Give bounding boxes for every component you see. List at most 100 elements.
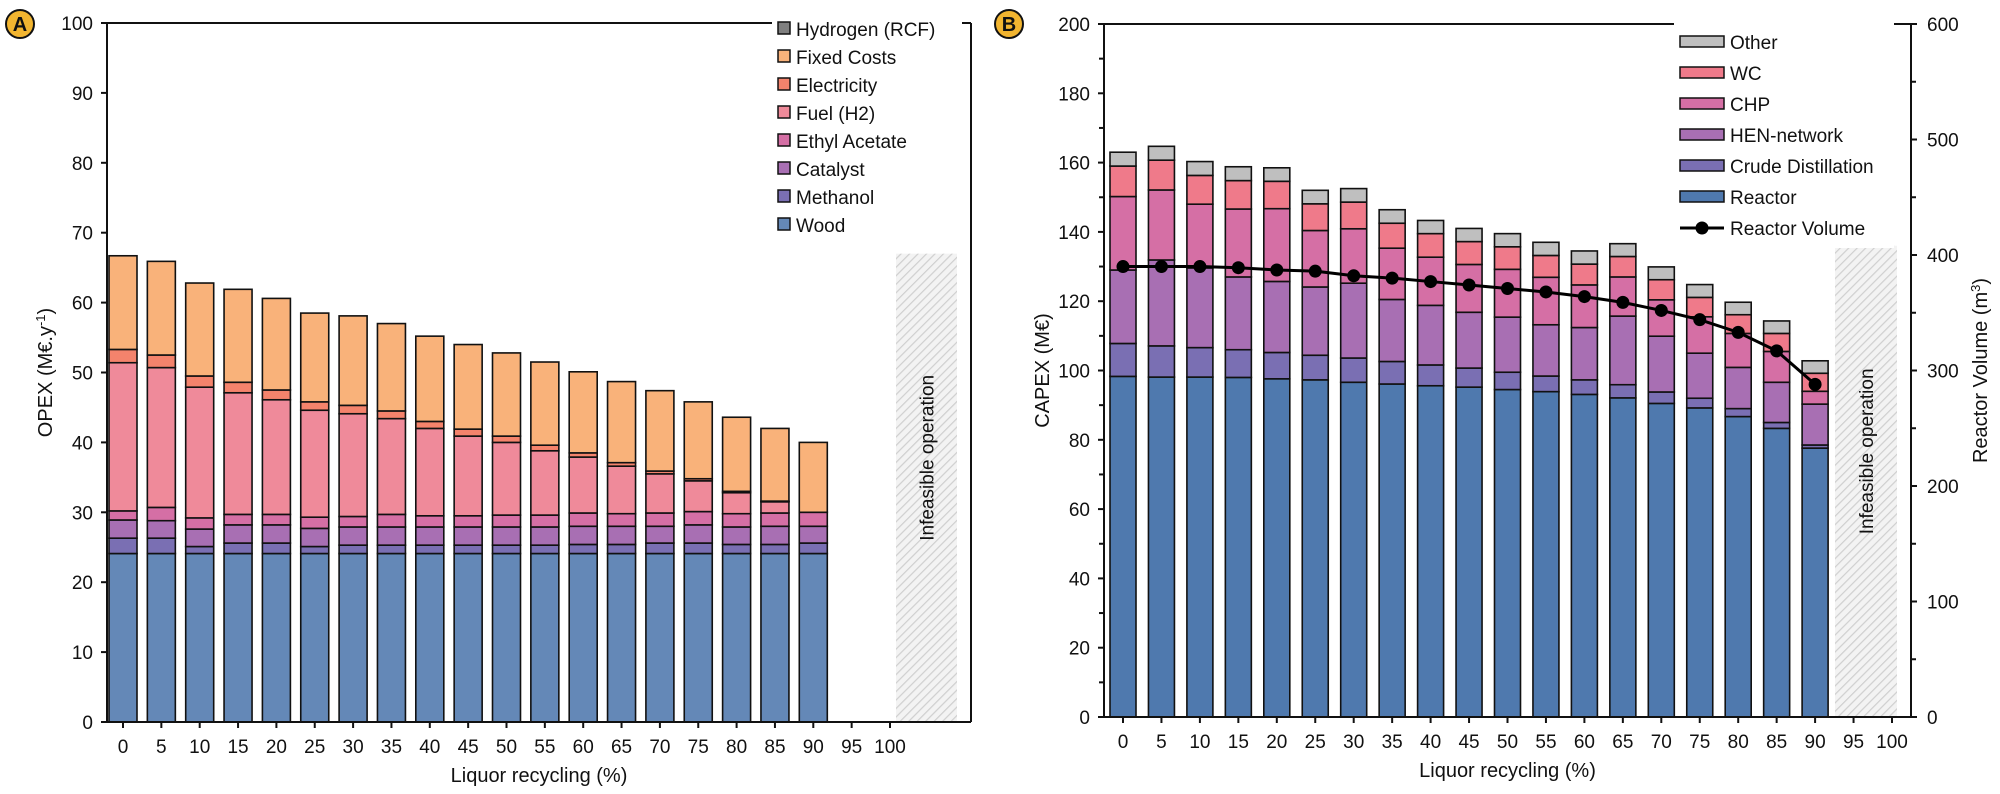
bar-segment-wood bbox=[453, 552, 483, 723]
x-axis-label: Liquor recycling (%) bbox=[451, 765, 628, 787]
bar-segment-crude-distillation bbox=[1493, 371, 1522, 391]
legend-swatch bbox=[777, 133, 791, 147]
bar-segment-hen-network bbox=[1339, 282, 1368, 359]
legend-swatch bbox=[1679, 128, 1725, 141]
bar-stack bbox=[606, 380, 637, 723]
bar-segment-crude-distillation bbox=[1416, 364, 1445, 387]
bar-segment-methanol bbox=[299, 545, 330, 555]
bar-segment-methanol bbox=[721, 543, 752, 555]
bar-segment-other bbox=[1416, 219, 1445, 235]
legend-label: Reactor Volume bbox=[1730, 219, 1865, 240]
panel-badge: A bbox=[5, 9, 35, 39]
bar-segment-other bbox=[1493, 232, 1522, 248]
bar-segment-fixed-costs bbox=[798, 441, 829, 514]
y2-tick-label: 200 bbox=[1927, 477, 1959, 498]
legend-label: Catalyst bbox=[796, 160, 865, 181]
x-tick-label: 90 bbox=[803, 737, 824, 758]
x-tick-label: 0 bbox=[118, 737, 129, 758]
bar-segment-fuel-h2- bbox=[530, 449, 560, 516]
bar-segment-fixed-costs bbox=[491, 352, 522, 437]
x-tick-label: 45 bbox=[458, 737, 479, 758]
legend-swatch bbox=[777, 161, 791, 175]
bar-segment-methanol bbox=[760, 543, 790, 555]
bar-segment-catalyst bbox=[108, 519, 138, 539]
bar-segment-wood bbox=[683, 552, 714, 723]
x-tick-label: 35 bbox=[1382, 732, 1403, 753]
reactor-volume-point bbox=[1539, 285, 1553, 299]
legend-label: Wood bbox=[796, 216, 845, 237]
bar-segment-crude-distillation bbox=[1570, 379, 1599, 396]
bar-segment-wood bbox=[299, 552, 330, 723]
x-tick-label: 80 bbox=[726, 737, 747, 758]
bar-segment-reactor bbox=[1609, 397, 1637, 718]
y-axis-label: OPEX (M€.y-1) bbox=[33, 308, 58, 437]
legend-item: Other bbox=[1679, 33, 1778, 54]
y-tick-label: 200 bbox=[1058, 15, 1090, 36]
bar-segment-electricity bbox=[108, 348, 138, 364]
x-tick-label: 15 bbox=[227, 737, 248, 758]
bar-segment-other bbox=[1109, 151, 1137, 167]
bar-segment-catalyst bbox=[683, 524, 714, 544]
x-tick-label: 60 bbox=[1574, 732, 1595, 753]
bar-segment-electricity bbox=[376, 410, 407, 420]
bar-stack bbox=[1263, 166, 1291, 718]
legend-label: Fuel (H2) bbox=[796, 104, 875, 125]
bar-segment-catalyst bbox=[376, 526, 407, 546]
y2-tick-label: 300 bbox=[1927, 362, 1959, 383]
y-tick-label: 10 bbox=[72, 643, 93, 664]
legend-swatch bbox=[777, 105, 791, 119]
panel-label: A bbox=[13, 14, 27, 36]
bar-segment-reactor bbox=[1301, 379, 1330, 718]
bar-segment-other bbox=[1532, 241, 1560, 257]
bar-segment-fuel-h2- bbox=[376, 417, 407, 516]
bar-segment-catalyst bbox=[338, 526, 368, 546]
bar-segment-wood bbox=[261, 552, 292, 723]
legend-label: Other bbox=[1730, 33, 1778, 54]
y-tick-label: 0 bbox=[82, 713, 93, 734]
bar-segment-catalyst bbox=[721, 526, 752, 546]
panel-badge-circle bbox=[5, 9, 35, 39]
x-tick-label: 10 bbox=[1189, 732, 1210, 753]
bar-segment-catalyst bbox=[223, 524, 253, 544]
bar-segment-wood bbox=[760, 552, 790, 723]
bar-segment-wc bbox=[1263, 180, 1291, 210]
bar-segment-catalyst bbox=[798, 525, 829, 544]
bar-segment-fixed-costs bbox=[223, 288, 253, 384]
bar-segment-ethyl-acetate bbox=[721, 512, 752, 528]
bar-stack bbox=[1762, 320, 1791, 718]
y-axis-label-end: ) bbox=[35, 308, 57, 315]
y2-tick-label: 400 bbox=[1927, 246, 1959, 267]
x-tick-label: 80 bbox=[1728, 732, 1749, 753]
bar-stack bbox=[683, 401, 714, 723]
bar-stack bbox=[146, 260, 177, 723]
bar-segment-electricity bbox=[146, 354, 177, 369]
bar-segment-fuel-h2- bbox=[453, 435, 483, 517]
bar-stack bbox=[721, 416, 752, 723]
bar-stack bbox=[798, 441, 829, 723]
reactor-volume-point bbox=[1347, 269, 1361, 283]
reactor-volume-point bbox=[1424, 275, 1438, 289]
legend-item: WC bbox=[1679, 64, 1762, 85]
legend-item: Crude Distillation bbox=[1679, 157, 1874, 178]
x-tick-label: 85 bbox=[764, 737, 785, 758]
x-tick-label: 75 bbox=[688, 737, 709, 758]
x-tick-label: 95 bbox=[841, 737, 862, 758]
bar-segment-wood bbox=[223, 552, 253, 723]
bar-segment-crude-distillation bbox=[1109, 342, 1137, 378]
bar-segment-chp bbox=[1186, 203, 1214, 269]
bar-segment-hen-network bbox=[1186, 267, 1214, 349]
bar-segment-reactor bbox=[1685, 407, 1714, 718]
x-tick-label: 65 bbox=[611, 737, 632, 758]
y2-axis-label: Reactor Volume (m3) bbox=[1968, 278, 1993, 463]
infeasible-region bbox=[896, 253, 957, 723]
bar-segment-catalyst bbox=[491, 526, 522, 546]
reactor-volume-point bbox=[1154, 260, 1168, 274]
bar-segment-other bbox=[1339, 187, 1368, 203]
y2-axis-label-text: Reactor Volume (m bbox=[1970, 292, 1992, 463]
bar-segment-wood bbox=[491, 552, 522, 723]
reactor-volume-point bbox=[1116, 260, 1130, 274]
bar-stack bbox=[1224, 165, 1253, 718]
bar-segment-electricity bbox=[338, 404, 368, 415]
bar-segment-reactor bbox=[1455, 386, 1483, 718]
